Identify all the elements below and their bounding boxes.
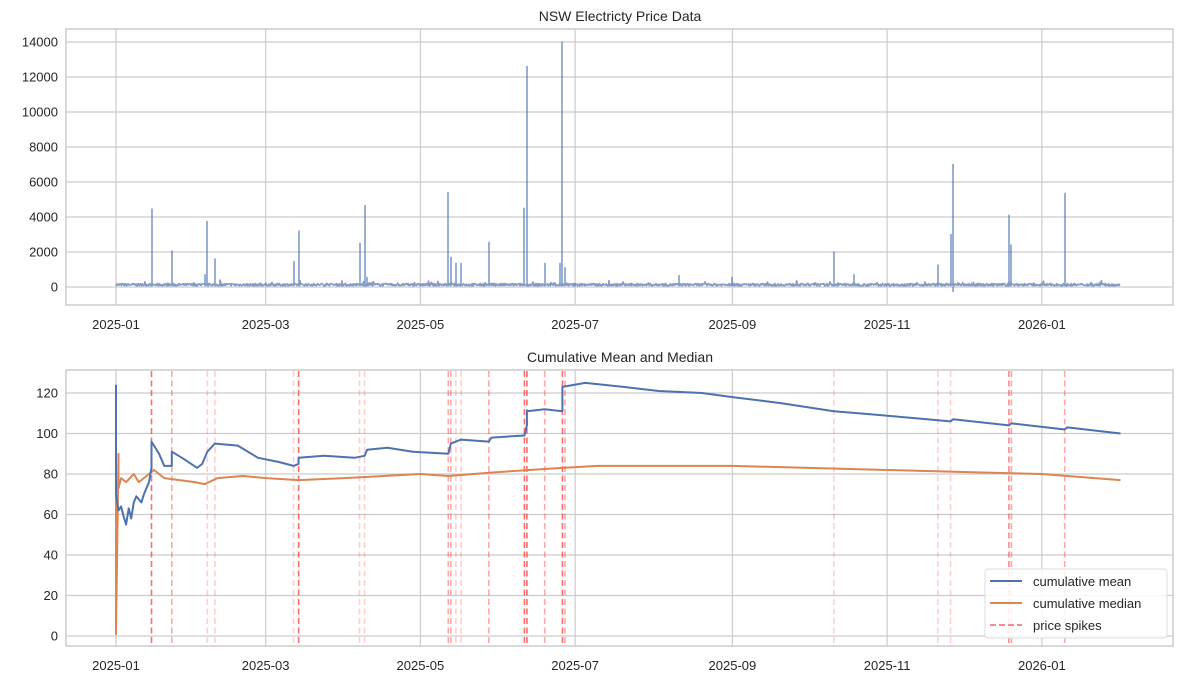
cumulative-chart-y-ticks: 0 20 40 60 80 100 120 bbox=[36, 386, 58, 644]
legend: cumulative mean cumulative median price … bbox=[984, 568, 1168, 639]
y-tick-label: 80 bbox=[44, 467, 58, 482]
y-tick-label: 20 bbox=[44, 588, 58, 603]
cumulative-chart-panel: Cumulative Mean and Median 0 20 40 60 80 100 1… bbox=[36, 349, 1174, 673]
x-tick-label: 2025-09 bbox=[709, 658, 757, 673]
cumulative-chart-frame bbox=[65, 369, 1174, 647]
price-chart-y-ticks: 0 2000 4000 6000 8000 10000 12000 14000 bbox=[22, 35, 58, 295]
price-spike-lines bbox=[150, 371, 1066, 645]
x-tick-label: 2025-01 bbox=[92, 317, 140, 332]
y-tick-label: 60 bbox=[44, 507, 58, 522]
x-tick-label: 2025-01 bbox=[92, 658, 140, 673]
y-tick-label: 12000 bbox=[22, 70, 58, 85]
legend-label-median: cumulative median bbox=[1033, 596, 1141, 611]
x-tick-label: 2025-11 bbox=[864, 317, 911, 332]
x-tick-label: 2025-07 bbox=[551, 658, 599, 673]
price-line bbox=[115, 41, 1121, 287]
price-chart-panel: NSW Electricty Price Data 0 2000 4000 6000 8… bbox=[22, 8, 1174, 332]
x-tick-label: 2026-01 bbox=[1018, 658, 1066, 673]
x-tick-label: 2026-01 bbox=[1018, 317, 1066, 332]
y-tick-label: 14000 bbox=[22, 35, 58, 50]
x-tick-label: 2025-09 bbox=[709, 317, 757, 332]
x-tick-label: 2025-03 bbox=[242, 658, 290, 673]
cumulative-series-lines bbox=[115, 381, 1121, 635]
x-tick-label: 2025-07 bbox=[551, 317, 599, 332]
y-tick-label: 10000 bbox=[22, 105, 58, 120]
y-tick-label: 0 bbox=[51, 280, 58, 295]
x-tick-label: 2025-05 bbox=[397, 658, 445, 673]
y-tick-label: 40 bbox=[44, 548, 58, 563]
legend-label-spikes: price spikes bbox=[1033, 618, 1102, 633]
legend-label-mean: cumulative mean bbox=[1033, 574, 1131, 589]
y-tick-label: 4000 bbox=[29, 210, 58, 225]
y-tick-label: 2000 bbox=[29, 245, 58, 260]
price-chart-x-ticks: 2025-01 2025-03 2025-05 2025-07 2025-09 2025-… bbox=[92, 317, 1066, 332]
price-chart-title: NSW Electricty Price Data bbox=[539, 8, 702, 24]
median-line bbox=[115, 384, 1121, 635]
price-series-line bbox=[115, 41, 1121, 292]
y-tick-label: 8000 bbox=[29, 140, 58, 155]
x-tick-label: 2025-03 bbox=[242, 317, 290, 332]
cumulative-chart-title: Cumulative Mean and Median bbox=[527, 349, 713, 365]
price-chart-frame bbox=[65, 28, 1174, 306]
mean-line bbox=[115, 381, 1121, 526]
x-tick-label: 2025-05 bbox=[397, 317, 445, 332]
y-tick-label: 0 bbox=[51, 629, 58, 644]
y-tick-label: 120 bbox=[36, 386, 58, 401]
cumulative-chart-x-ticks: 2025-01 2025-03 2025-05 2025-07 2025-09 2025-… bbox=[92, 658, 1066, 673]
y-tick-label: 100 bbox=[36, 426, 58, 441]
price-chart-grid bbox=[66, 29, 1173, 305]
y-tick-label: 6000 bbox=[29, 175, 58, 190]
x-tick-label: 2025-11 bbox=[864, 658, 911, 673]
legend-box bbox=[984, 568, 1168, 639]
